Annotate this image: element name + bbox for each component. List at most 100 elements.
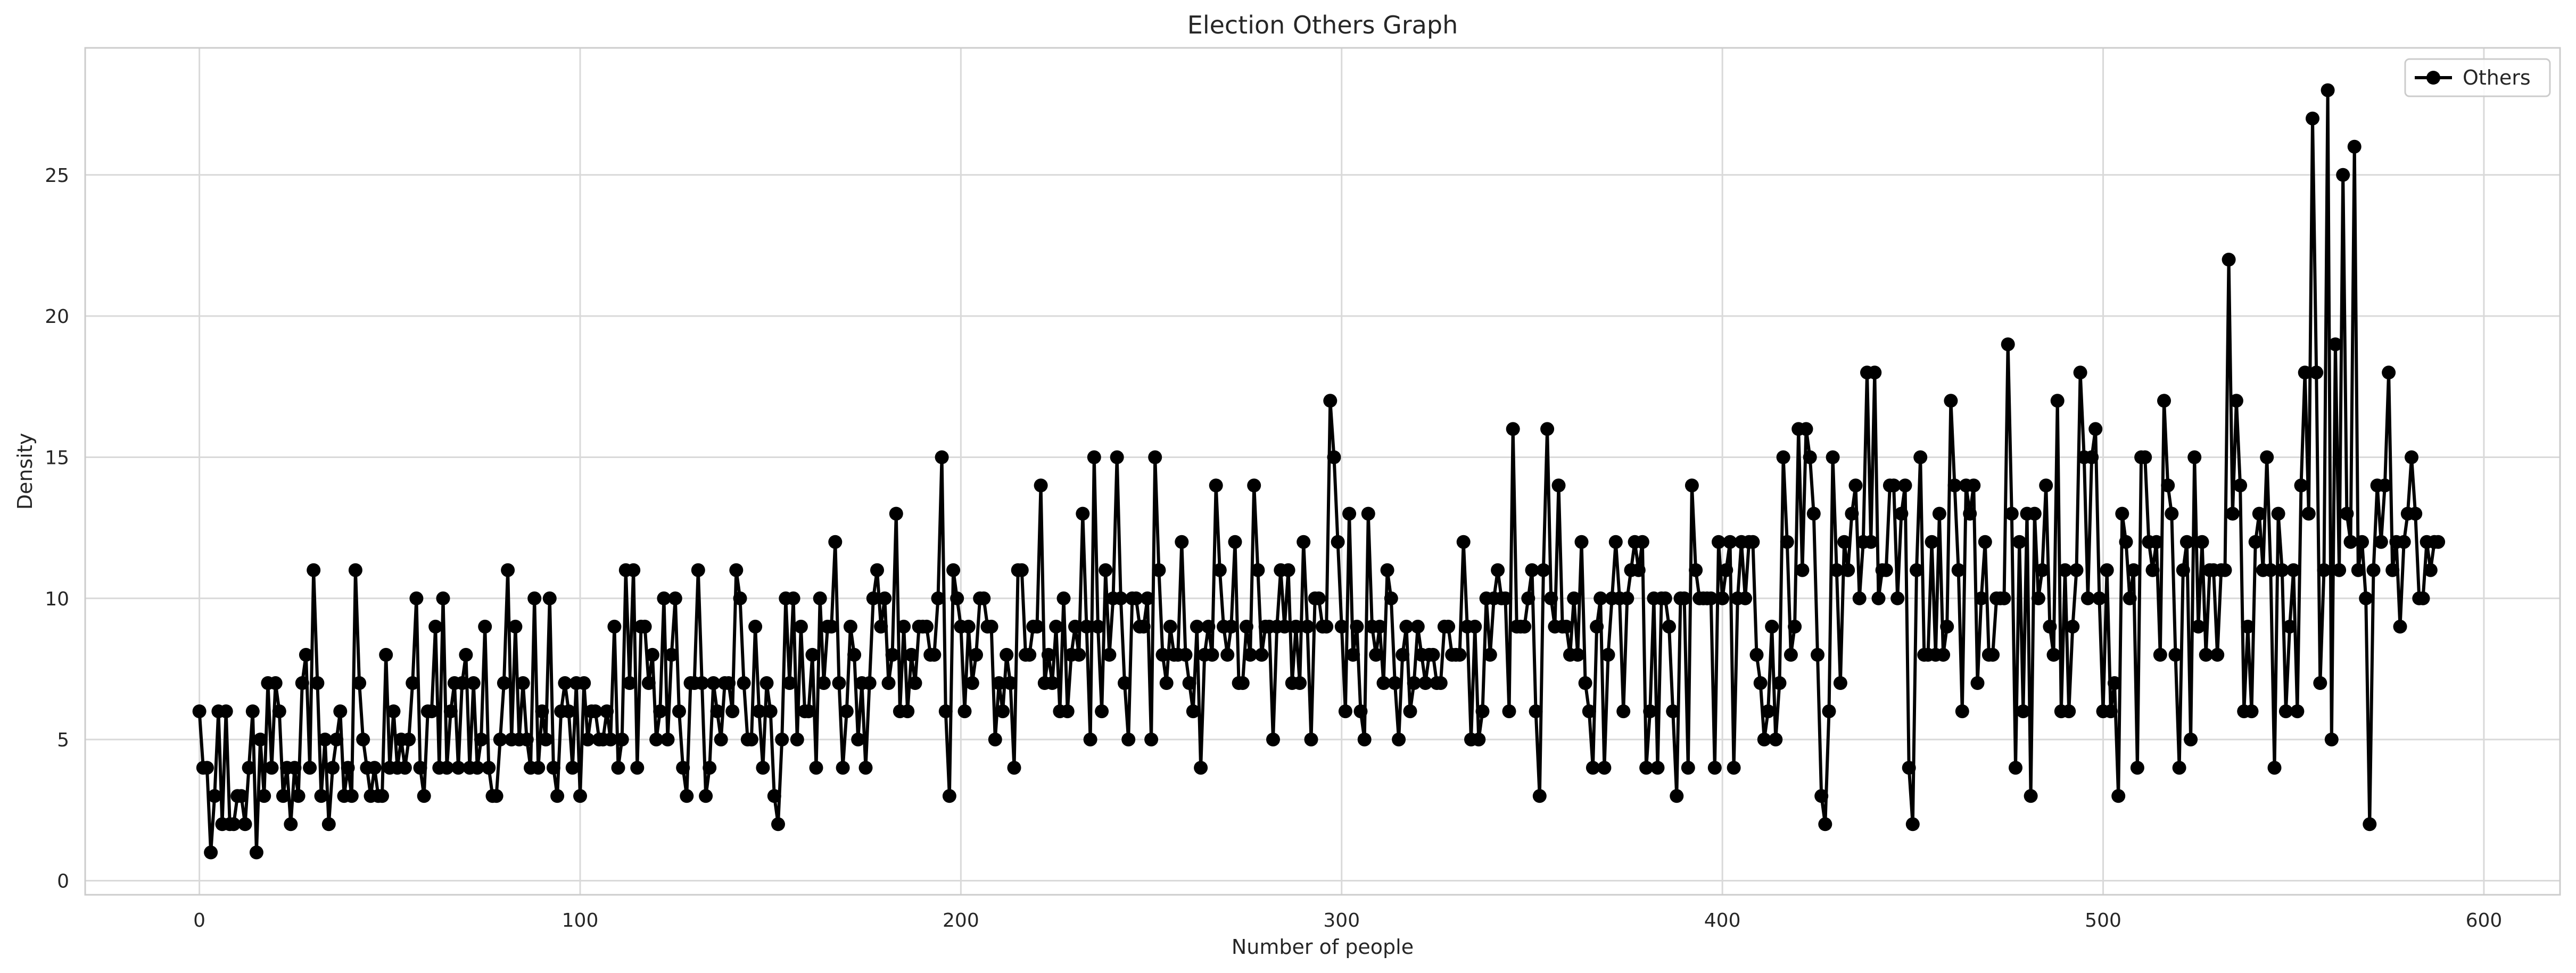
data-point — [1765, 619, 1779, 634]
data-point — [1396, 647, 1410, 662]
data-point — [1433, 676, 1448, 690]
data-point — [352, 676, 367, 690]
data-point — [348, 563, 362, 577]
data-point — [542, 591, 557, 605]
data-point — [565, 761, 580, 775]
data-point — [1083, 733, 1097, 747]
data-point — [1277, 619, 1292, 634]
plot-frame — [84, 47, 2561, 896]
data-point — [2313, 676, 2327, 690]
data-point — [489, 789, 503, 803]
data-point — [1254, 647, 1269, 662]
data-point — [1456, 535, 1471, 549]
data-point — [2179, 535, 2194, 549]
data-point — [1829, 563, 1844, 577]
data-point — [2145, 563, 2160, 577]
data-point — [2290, 704, 2305, 719]
data-point — [2366, 563, 2381, 577]
data-point — [1936, 647, 1951, 662]
data-point — [501, 563, 515, 577]
data-point — [2264, 563, 2278, 577]
data-point — [1670, 789, 1684, 803]
data-point — [1757, 733, 1771, 747]
data-point — [459, 647, 473, 662]
data-point — [2309, 365, 2324, 380]
data-point — [1951, 563, 1966, 577]
data-point — [1727, 761, 1741, 775]
y-tick-label: 0 — [57, 870, 69, 892]
data-point — [1578, 676, 1592, 690]
data-point — [204, 845, 218, 860]
data-point — [759, 676, 774, 690]
data-point — [1034, 478, 1048, 493]
data-point — [1175, 535, 1189, 549]
data-point — [2317, 563, 2331, 577]
data-point — [2278, 704, 2293, 719]
x-tick-label: 200 — [943, 910, 979, 932]
data-point — [996, 704, 1010, 719]
data-point — [2024, 789, 2038, 803]
data-point — [1297, 535, 1311, 549]
x-tick-label: 400 — [1704, 910, 1741, 932]
data-point — [2108, 676, 2121, 690]
data-point — [672, 704, 686, 719]
data-point — [2359, 591, 2373, 605]
data-point — [1571, 647, 1585, 662]
data-point — [1738, 591, 1753, 605]
data-point — [1544, 591, 1558, 605]
data-point — [2191, 619, 2206, 634]
data-point — [314, 789, 328, 803]
data-point — [1056, 591, 1071, 605]
data-point — [413, 761, 427, 775]
data-point — [733, 591, 747, 605]
data-point — [699, 789, 713, 803]
data-point — [1228, 535, 1242, 549]
data-point — [2153, 647, 2167, 662]
data-point — [641, 676, 656, 690]
data-point — [992, 676, 1006, 690]
data-point — [2111, 789, 2126, 803]
data-point — [1353, 704, 1368, 719]
data-point — [611, 761, 625, 775]
x-tick-label: 0 — [193, 910, 205, 932]
legend: Others — [2404, 58, 2551, 97]
data-point — [1845, 506, 1859, 521]
data-point — [1536, 563, 1550, 577]
data-point — [1289, 619, 1303, 634]
data-point — [2225, 506, 2240, 521]
data-point — [1468, 619, 1482, 634]
data-point — [1532, 789, 1547, 803]
data-point — [2324, 733, 2339, 747]
x-tick-label: 500 — [2085, 910, 2121, 932]
data-point — [813, 591, 827, 605]
data-point — [931, 591, 945, 605]
data-point — [516, 676, 530, 690]
data-point — [1129, 591, 1143, 605]
data-point — [1144, 733, 1159, 747]
data-point — [425, 704, 439, 719]
data-point — [1974, 591, 1988, 605]
data-point — [558, 676, 572, 690]
data-point — [805, 647, 820, 662]
data-point — [630, 761, 645, 775]
data-point — [1121, 733, 1136, 747]
data-point — [2080, 591, 2095, 605]
data-point — [2088, 422, 2103, 436]
data-point — [615, 733, 629, 747]
data-point — [710, 704, 724, 719]
data-point — [2218, 563, 2232, 577]
data-point — [2377, 478, 2392, 493]
y-tick-label: 15 — [45, 447, 69, 469]
data-point — [828, 535, 843, 549]
data-point — [1894, 506, 1909, 521]
data-point — [1567, 591, 1581, 605]
data-point — [2393, 619, 2407, 634]
data-point — [573, 789, 587, 803]
data-point — [227, 817, 241, 831]
data-point — [1826, 450, 1840, 464]
data-point — [1818, 817, 1832, 831]
data-point — [272, 704, 286, 719]
data-point — [1978, 535, 1992, 549]
data-point — [1243, 647, 1258, 662]
data-point — [889, 506, 903, 521]
